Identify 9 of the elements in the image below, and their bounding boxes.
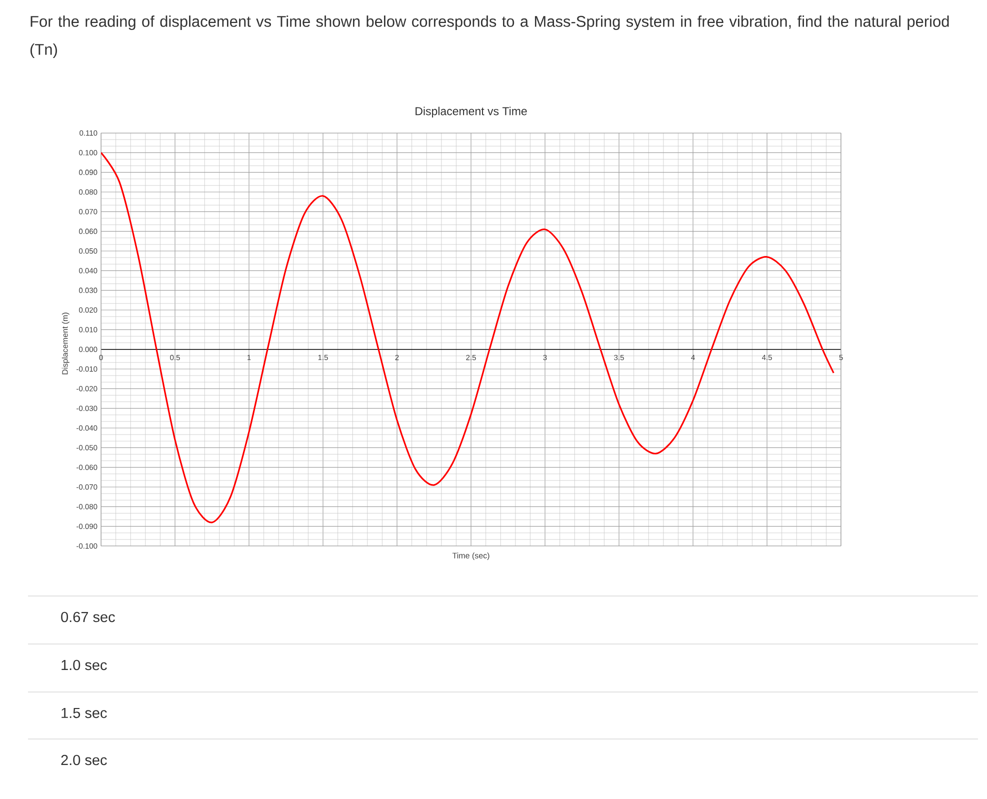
x-axis-title: Time (sec) [452, 552, 490, 560]
text: 0.67 sec [61, 612, 115, 622]
text: 1.5 sec [62, 708, 107, 718]
text: 2.0 sec [61, 754, 107, 766]
line-series [101, 152, 834, 524]
text: For the reading of displacement vs Time shown below corresponds to a Mass-Spring system in free vibration, find the natural period (Tn) [30, 16, 949, 58]
chart-title: Displacement vs Time [416, 106, 527, 118]
y-axis-title: Displacement (m) [62, 312, 70, 374]
text: 1.0 sec [62, 660, 107, 670]
